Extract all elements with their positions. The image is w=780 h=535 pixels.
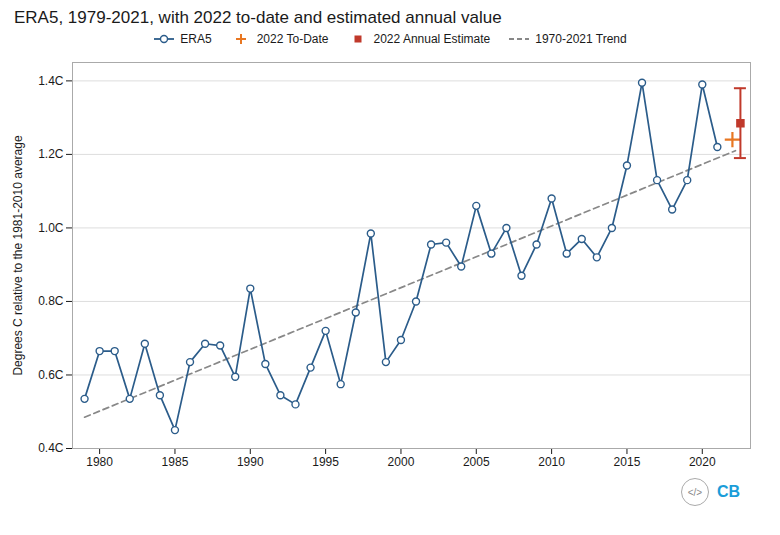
svg-text:2020: 2020	[689, 455, 716, 469]
svg-text:1.4C: 1.4C	[38, 74, 64, 88]
svg-text:1980: 1980	[86, 455, 113, 469]
svg-text:1990: 1990	[237, 455, 264, 469]
html-text:1970-2021 Trend: 1970-2021 Trend	[535, 32, 627, 46]
html-text:ERA5: ERA5	[180, 32, 212, 46]
html-text:CB: CB	[716, 483, 740, 500]
svg-text:1.0C: 1.0C	[38, 221, 64, 235]
svg-text:0.4C: 0.4C	[38, 441, 64, 455]
svg-text:2005: 2005	[463, 455, 490, 469]
svg-text:1995: 1995	[312, 455, 339, 469]
svg-text:0.8C: 0.8C	[38, 294, 64, 308]
svg-text:Degrees C relative to the 1981: Degrees C relative to the 1981-2010 aver…	[11, 135, 25, 375]
svg-text:2015: 2015	[614, 455, 641, 469]
svg-text:2010: 2010	[538, 455, 565, 469]
html-text:2022 To-Date: 2022 To-Date	[256, 32, 329, 46]
svg-text:1.2C: 1.2C	[38, 147, 64, 161]
svg-text:0.6C: 0.6C	[38, 368, 64, 382]
html-text:2022 Annual Estimate: 2022 Annual Estimate	[373, 32, 491, 46]
html-text:ERA5, 1979-2021, with 2022 to-: ERA5, 1979-2021, with 2022 to-date and e…	[14, 8, 502, 27]
svg-text:1985: 1985	[162, 455, 189, 469]
svg-text:2000: 2000	[388, 455, 415, 469]
